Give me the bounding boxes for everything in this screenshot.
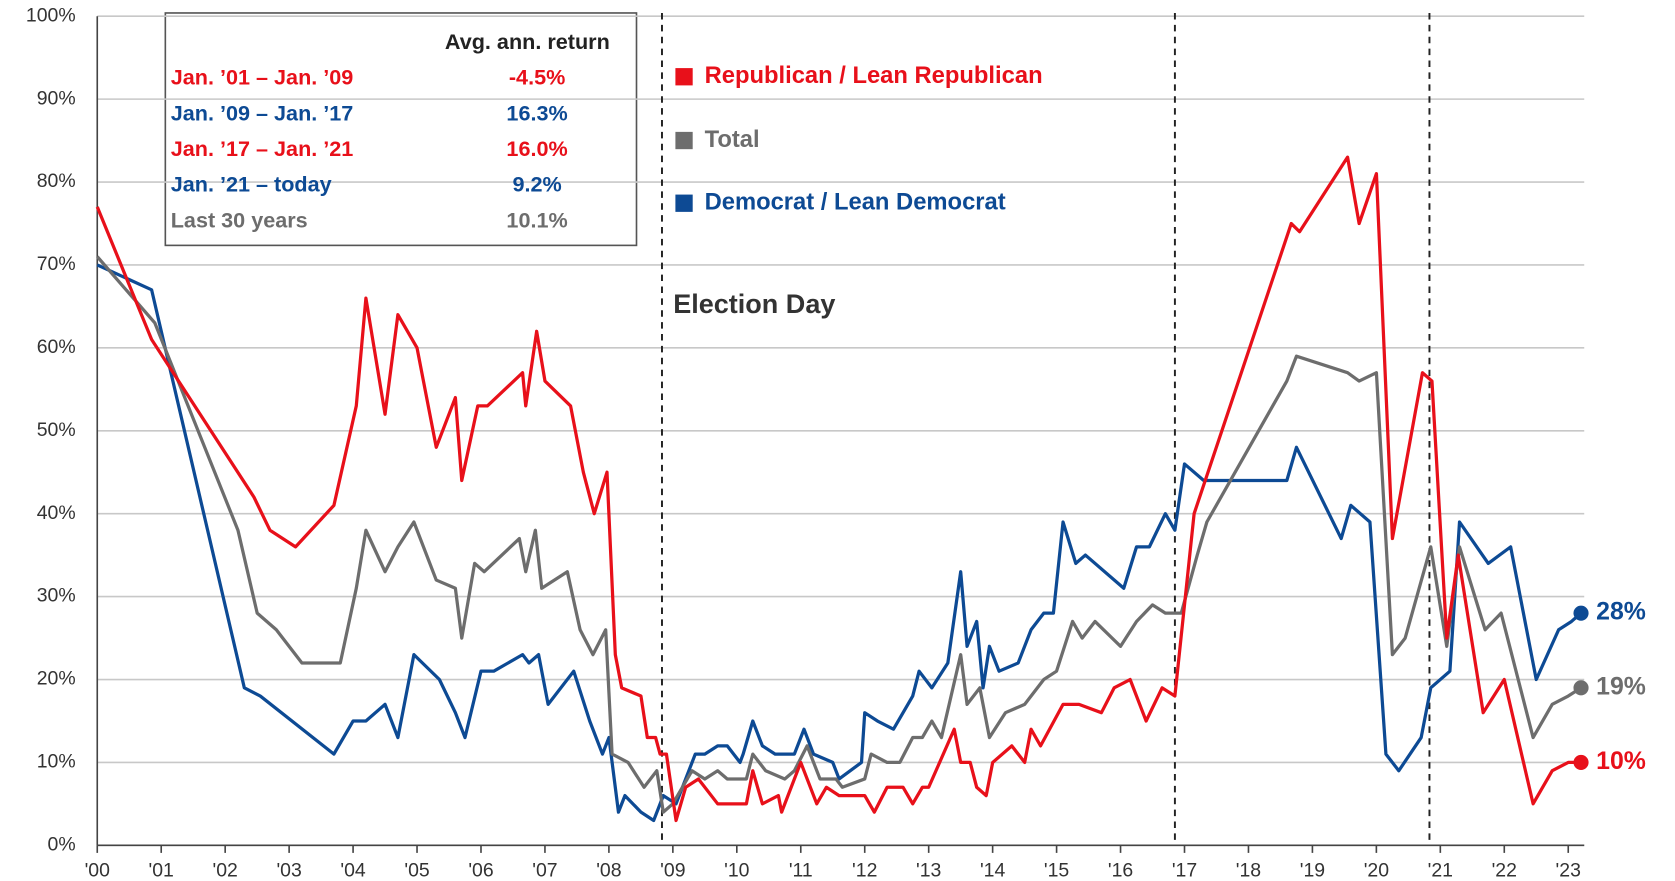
series-line [96,255,1582,814]
end-marker [1573,754,1589,770]
inset-period: Jan. ’17 – Jan. ’21 [171,136,354,161]
x-tick-label: '05 [404,859,429,881]
inset-period: Last 30 years [171,207,308,232]
x-tick-label: '08 [596,859,621,881]
x-tick-label: '03 [276,859,301,881]
x-tick-label: '14 [980,859,1006,881]
x-tick-label: '20 [1364,859,1390,881]
x-tick-label: '11 [789,859,813,881]
legend-label: Total [705,126,760,153]
x-tick-label: '06 [468,859,493,881]
x-tick-label: '07 [532,859,557,881]
x-tick-label: '02 [212,859,237,881]
inset-return: 9.2% [512,172,561,197]
y-tick-label: 100% [26,4,76,26]
y-tick-label: 20% [37,668,76,690]
x-tick-label: '09 [660,859,685,881]
y-tick-label: 0% [48,833,76,855]
y-tick-label: 40% [37,502,76,524]
x-tick-label: '21 [1428,859,1453,881]
x-tick-label: '19 [1300,859,1325,881]
inset-return: 16.0% [506,136,567,161]
series-line [95,155,1581,823]
end-label: 28% [1596,599,1646,626]
y-tick-label: 70% [37,253,76,275]
y-tick-label: 10% [37,751,76,773]
x-tick-label: '18 [1236,859,1261,881]
y-tick-label: 60% [37,336,76,358]
inset-period: Jan. ’09 – Jan. ’17 [171,100,354,125]
legend-swatch [675,194,693,212]
end-marker [1573,605,1589,621]
x-tick-label: '12 [852,859,877,881]
x-tick-label: '23 [1556,859,1581,881]
y-tick-label: 80% [37,170,76,192]
legend-label: Democrat / Lean Democrat [705,189,1006,216]
x-tick-label: '13 [916,859,941,881]
inset-return: 10.1% [506,207,567,232]
x-tick-label: '17 [1172,859,1197,881]
x-tick-label: '04 [340,859,366,881]
inset-period: Jan. ’21 – today [171,172,332,197]
legend-swatch [675,131,693,150]
inset-period: Jan. ’01 – Jan. ’09 [171,65,354,90]
legend-label: Republican / Lean Republican [705,62,1043,89]
y-tick-label: 90% [37,87,76,109]
inset-return: 16.3% [506,100,567,125]
legend-swatch [675,68,693,86]
x-tick-label: '16 [1108,859,1133,881]
inset-box [164,12,638,247]
series-line [96,263,1583,823]
end-marker [1573,680,1589,696]
end-label: 10% [1596,748,1646,775]
y-tick-label: 50% [37,419,76,441]
end-label: 19% [1596,673,1646,700]
x-tick-label: '22 [1492,859,1517,881]
inset-return: -4.5% [509,65,565,90]
y-tick-label: 30% [37,585,76,607]
x-tick-label: '10 [724,859,750,881]
x-tick-label: '01 [149,859,174,881]
x-tick-label: '00 [85,859,111,881]
annotation: Election Day [673,289,835,319]
x-tick-label: '15 [1044,859,1069,881]
inset-header: Avg. ann. return [445,29,610,54]
